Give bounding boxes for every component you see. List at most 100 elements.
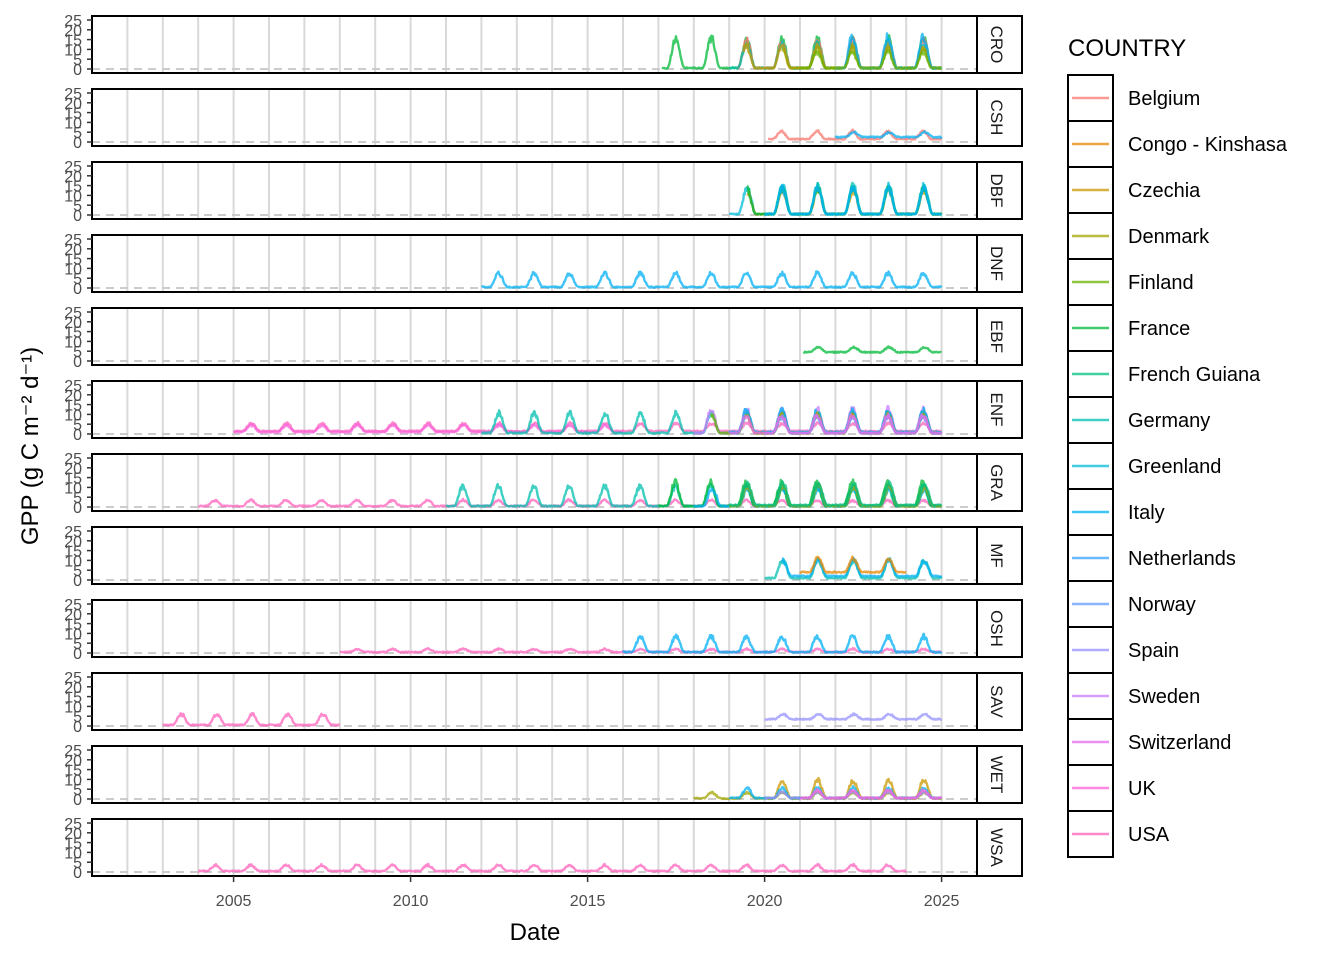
facet-strip [976,380,1023,439]
y-tick-label: 15 [64,398,82,415]
y-tick-label: 15 [64,617,82,634]
series-line-congo-kinshasa [799,555,907,574]
panel-border [91,234,978,293]
series-line-usa [339,647,943,654]
y-tick-label: 25 [64,159,82,176]
series-line-italy [693,484,943,508]
y-tick-label: 25 [64,597,82,614]
y-tick-label: 25 [64,743,82,760]
legend-item-norway: Norway [1067,580,1196,628]
legend-item-denmark: Denmark [1067,212,1210,260]
y-tick-label: 25 [64,86,82,103]
y-tick-label: 0 [73,500,82,517]
y-tick-label: 5 [73,52,82,69]
series-line-usa [197,497,943,508]
facet-strip-label: CRO [987,26,1006,64]
legend-label: UK [1128,778,1156,800]
y-tick-label: 0 [73,865,82,882]
legend-label: Norway [1128,594,1196,616]
y-tick-label: 15 [64,836,82,853]
facet-strip [976,745,1023,804]
legend-item-italy: Italy [1067,488,1165,536]
facet-strip-label: ENF [987,393,1006,427]
y-tick-label: 25 [64,13,82,30]
y-tick-label: 0 [73,354,82,371]
y-tick-label: 5 [73,490,82,507]
legend-label: Greenland [1128,456,1221,478]
x-axis-title: Date [510,919,561,946]
legend-label: Congo - Kinshasa [1128,134,1288,156]
legend-item-spain: Spain [1067,626,1179,674]
y-tick-label: 0 [73,208,82,225]
series-line-france [802,345,942,354]
legend-label: French Guiana [1128,364,1261,386]
panel-border [91,672,978,731]
legend-item-netherlands: Netherlands [1067,534,1236,582]
facet-strip [976,526,1023,585]
y-tick-label: 10 [64,42,82,59]
legend-label: France [1128,318,1190,340]
y-tick-label: 15 [64,544,82,561]
y-tick-label: 5 [73,636,82,653]
y-tick-label: 15 [64,325,82,342]
y-tick-label: 25 [64,451,82,468]
y-tick-label: 5 [73,855,82,872]
y-tick-label: 20 [64,607,82,624]
series-line-italy [480,270,943,289]
y-tick-label: 15 [64,252,82,269]
x-axis: 2005 2010 2015 2020 2025 [216,876,959,910]
y-tick-label: 20 [64,242,82,259]
y-tick-label: 15 [64,179,82,196]
facet-strip [976,818,1023,877]
facet-strip [976,453,1023,512]
legend-label: Finland [1128,272,1194,294]
y-tick-label: 10 [64,115,82,132]
y-tick-label: 10 [64,845,82,862]
facet-strip [976,161,1023,220]
y-tick-label: 10 [64,407,82,424]
y-tick-label: 10 [64,699,82,716]
y-tick-label: 20 [64,534,82,551]
y-tick-label: 20 [64,315,82,332]
y-tick-label: 10 [64,772,82,789]
y-tick-label: 25 [64,305,82,322]
legend-item-uk: UK [1067,764,1156,812]
legend-item-switzerland: Switzerland [1067,718,1231,766]
y-tick-label: 25 [64,816,82,833]
legend-label: Sweden [1128,686,1200,708]
y-tick-label: 5 [73,271,82,288]
series-line-uk [233,422,624,434]
legend-label: Switzerland [1128,732,1231,754]
y-tick-label: 15 [64,763,82,780]
series-line-french-guiana [728,480,943,507]
facet-strip-label: OSH [987,610,1006,647]
y-tick-label: 20 [64,461,82,478]
y-tick-label: 10 [64,188,82,205]
y-tick-label: 15 [64,471,82,488]
y-tick-label: 0 [73,719,82,736]
legend-item-france: France [1067,304,1190,352]
facet-strip-label: CSH [987,100,1006,136]
facet-panels: 0510152025CRO0510152025CSH0510152025DBF0… [64,13,1023,882]
legend-label: Czechia [1128,180,1201,202]
legend-item-congo-kinshasa: Congo - Kinshasa [1067,120,1288,168]
y-tick-label: 0 [73,646,82,663]
series-line-czechia [742,42,942,70]
legend: COUNTRY Belgium Congo - Kinshasa Czechia De… [1067,35,1288,858]
legend-title: COUNTRY [1068,35,1186,62]
x-tick-label: 2015 [570,893,606,910]
y-tick-label: 5 [73,198,82,215]
legend-item-germany: Germany [1067,396,1210,444]
facet-strip [976,234,1023,293]
y-tick-label: 0 [73,62,82,79]
series-line-usa [162,711,341,727]
legend-label: Germany [1128,410,1210,432]
y-tick-label: 15 [64,690,82,707]
